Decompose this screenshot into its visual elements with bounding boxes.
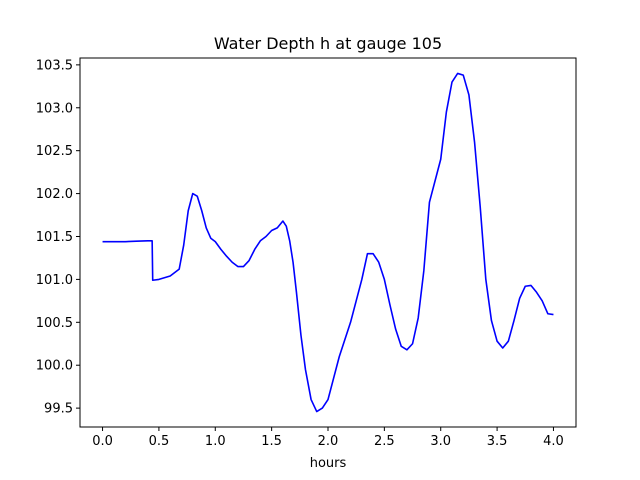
x-tick-label: 0.0 — [92, 434, 113, 449]
series-layer — [102, 72, 554, 413]
y-tick-label: 100.0 — [36, 359, 73, 374]
y-tick-label: 101.0 — [36, 273, 73, 288]
x-tick-label: 2.5 — [374, 434, 395, 449]
y-tick-label: 100.5 — [36, 316, 73, 331]
x-tick-label: 1.0 — [205, 434, 226, 449]
x-tick-label: 3.0 — [430, 434, 451, 449]
chart-title: Water Depth h at gauge 105 — [214, 34, 442, 53]
x-tick-label: 0.5 — [149, 434, 170, 449]
series-line-0 — [102, 72, 554, 413]
x-axis-ticks: 0.0 0.5 1.0 1.5 2.0 2.5 3.0 3.5 4.0 — [92, 427, 564, 449]
x-tick-label: 4.0 — [543, 434, 564, 449]
x-tick-label: 3.5 — [487, 434, 508, 449]
y-axis-ticks: 99.5 100.0 100.5 101.0 101.5 102.0 102.5 103.0 1… — [36, 58, 80, 417]
x-tick-label: 2.0 — [318, 434, 339, 449]
y-tick-label: 99.5 — [44, 402, 73, 417]
y-tick-label: 103.5 — [36, 58, 73, 73]
y-tick-label: 101.5 — [36, 230, 73, 245]
y-tick-label: 103.0 — [36, 101, 73, 116]
x-tick-label: 1.5 — [261, 434, 282, 449]
y-tick-label: 102.0 — [36, 187, 73, 202]
y-tick-label: 102.5 — [36, 144, 73, 159]
x-axis-label: hours — [310, 456, 347, 471]
